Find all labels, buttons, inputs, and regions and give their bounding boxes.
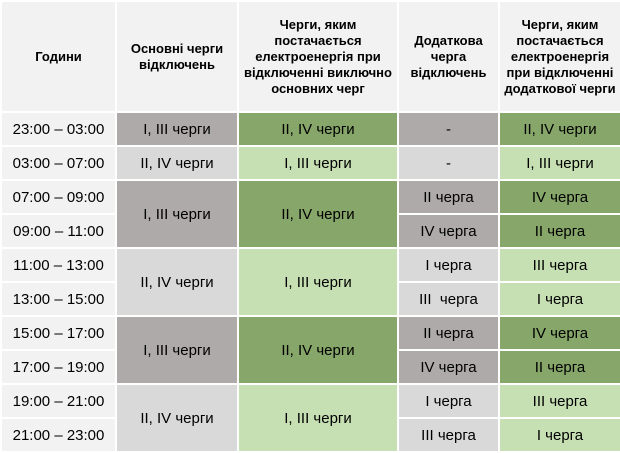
cell: I, III черги xyxy=(237,383,399,453)
cell: I, III черги xyxy=(237,247,399,317)
cell: I, III черги xyxy=(498,145,620,181)
header-cell: Основні черги відключень xyxy=(115,0,239,113)
header-cell: Черги, яким постачається електроенергія … xyxy=(498,0,620,113)
row: 13:00 – 15:00 III черга I черга xyxy=(0,281,620,317)
header-row: Години Основні черги відключень Черги, я… xyxy=(0,0,620,113)
cell: IV черга xyxy=(397,213,500,249)
cell: - xyxy=(397,145,500,181)
cell: II, IV черги xyxy=(115,247,239,317)
cell: II черга xyxy=(498,349,620,385)
cell: I, III черги xyxy=(115,179,239,249)
row: 21:00 – 23:00 III черга I черга xyxy=(0,417,620,453)
row: 09:00 – 11:00 IV черга II черга xyxy=(0,213,620,249)
cell: - xyxy=(397,111,500,147)
cell: II, IV черги xyxy=(237,111,399,147)
time-cell: 15:00 – 17:00 xyxy=(0,315,117,351)
row: 11:00 – 13:00 II, IV черги I, III черги … xyxy=(0,247,620,317)
row: 15:00 – 17:00 I, III черги II, IV черги … xyxy=(0,315,620,385)
time-cell: 19:00 – 21:00 xyxy=(0,383,117,419)
cell: II, IV черги xyxy=(237,179,399,249)
row: 23:00 – 03:00 I, III черги II, IV черги … xyxy=(0,111,620,147)
time-cell: 07:00 – 09:00 xyxy=(0,179,117,215)
time-cell: 21:00 – 23:00 xyxy=(0,417,117,453)
cell: I черга xyxy=(397,247,500,283)
cell: II, IV черги xyxy=(237,315,399,385)
time-cell: 11:00 – 13:00 xyxy=(0,247,117,283)
header-cell: Додаткова черга відключень xyxy=(397,0,500,113)
cell: II черга xyxy=(397,315,500,351)
cell: II черга xyxy=(397,179,500,215)
cell: III черга xyxy=(397,417,500,453)
cell: I черга xyxy=(397,383,500,419)
cell: IV черга xyxy=(397,349,500,385)
cell: IV черга xyxy=(498,179,620,215)
cell: II, IV черги xyxy=(498,111,620,147)
cell: I черга xyxy=(498,417,620,453)
cell: III черга xyxy=(397,281,500,317)
cell: I, III черги xyxy=(115,315,239,385)
cell: I черга xyxy=(498,281,620,317)
time-cell: 23:00 – 03:00 xyxy=(0,111,117,147)
time-cell: 13:00 – 15:00 xyxy=(0,281,117,317)
cell: II, IV черги xyxy=(115,145,239,181)
time-cell: 03:00 – 07:00 xyxy=(0,145,117,181)
row: 19:00 – 21:00 II, IV черги I, III черги … xyxy=(0,383,620,453)
cell: I, III черги xyxy=(115,111,239,147)
cell: III черга xyxy=(498,383,620,419)
cell: II, IV черги xyxy=(115,383,239,453)
header-cell: Години xyxy=(0,0,117,113)
row: 17:00 – 19:00 IV черга II черга xyxy=(0,349,620,385)
row: 03:00 – 07:00 II, IV черги I, III черги … xyxy=(0,145,620,181)
cell: I, III черги xyxy=(237,145,399,181)
header-cell: Черги, яким постачається електроенергія … xyxy=(237,0,399,113)
time-cell: 17:00 – 19:00 xyxy=(0,349,117,385)
cell: III черга xyxy=(498,247,620,283)
time-cell: 09:00 – 11:00 xyxy=(0,213,117,249)
cell: II черга xyxy=(498,213,620,249)
cell: IV черга xyxy=(498,315,620,351)
row: 07:00 – 09:00 I, III черги II, IV черги … xyxy=(0,179,620,249)
